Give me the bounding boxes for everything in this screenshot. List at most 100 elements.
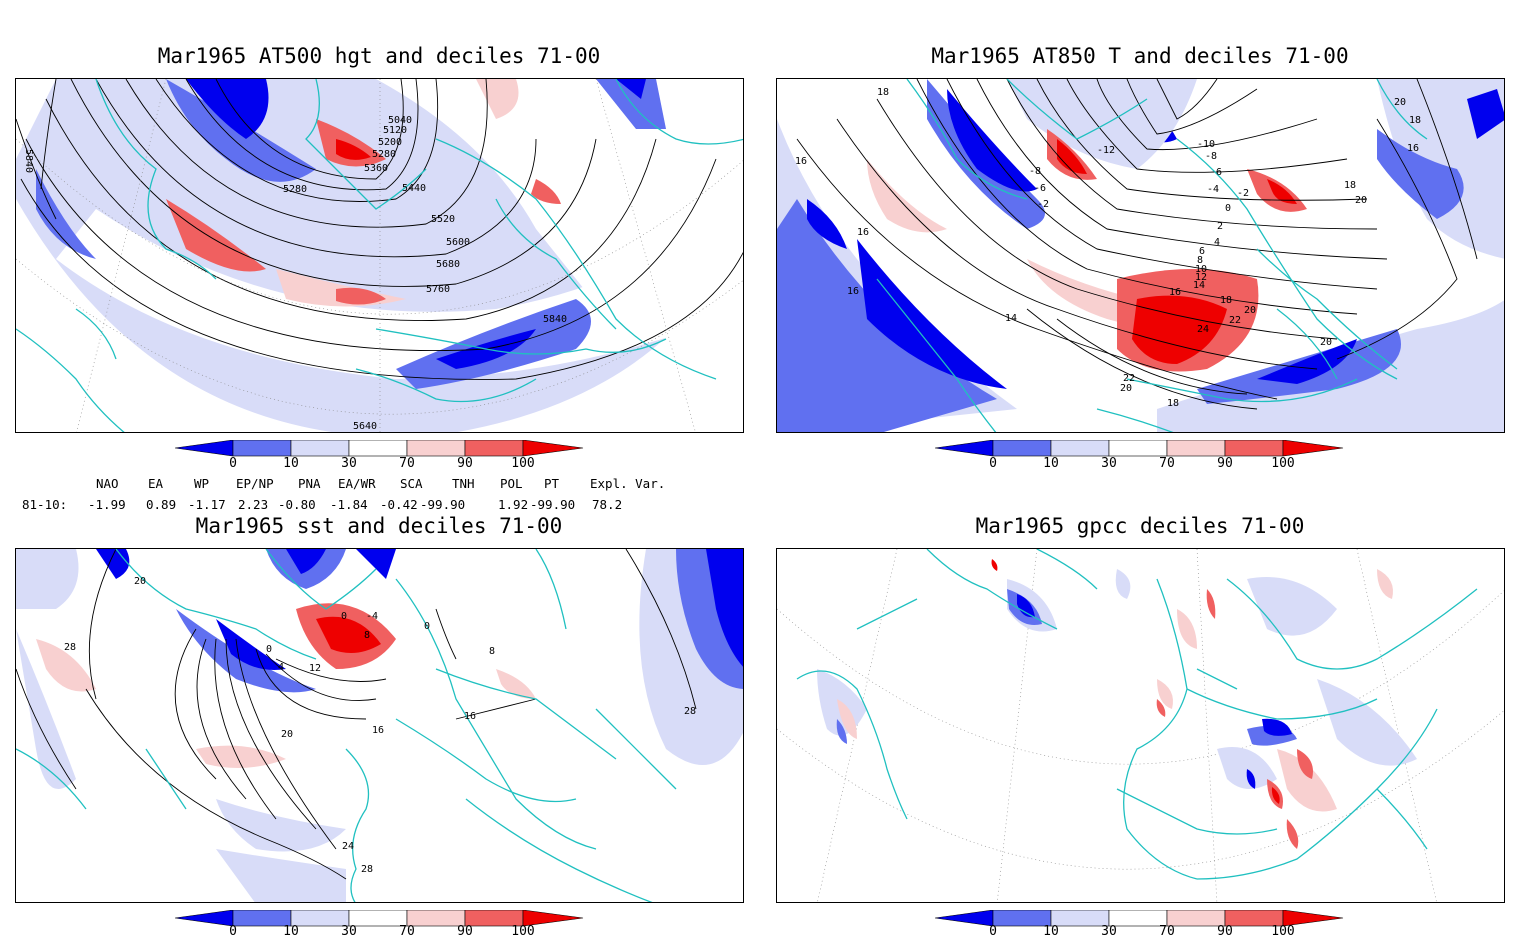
colorbar-label: 100 bbox=[511, 456, 535, 471]
contour-label: -6 bbox=[1210, 167, 1222, 178]
contour-label: 20 bbox=[1244, 305, 1256, 316]
contour-label: 4 bbox=[1214, 237, 1220, 248]
colorbar-label: 70 bbox=[1159, 924, 1175, 939]
index-value: -0.80 bbox=[278, 497, 316, 512]
contour-label: 18 bbox=[877, 87, 889, 98]
contour-label: 28 bbox=[64, 642, 76, 653]
index-value: -1.99 bbox=[88, 497, 126, 512]
map-panel-sst: 28 20 20 16 12 8 4 0 -4 0 16 24 28 28 8 … bbox=[15, 548, 744, 903]
colorbar-label: 10 bbox=[1043, 456, 1059, 471]
colorbar-2: 0 10 30 70 90 100 bbox=[934, 439, 1345, 476]
contour-label: 24 bbox=[342, 841, 354, 852]
contour-label: 20 bbox=[1320, 337, 1332, 348]
index-value: 0.89 bbox=[146, 497, 177, 512]
contour-label: -2 bbox=[1237, 188, 1249, 199]
colorbar-label: 30 bbox=[341, 456, 357, 471]
contour-label: 12 bbox=[309, 663, 321, 674]
contour-label: 8 bbox=[489, 646, 495, 657]
contour-label: 0 bbox=[266, 644, 272, 655]
contour-label: 5280 bbox=[372, 149, 396, 160]
contour-label: 16 bbox=[1169, 287, 1181, 298]
contour-label: 14 bbox=[1005, 313, 1017, 324]
contour-label: 5440 bbox=[402, 183, 426, 194]
contour-label: 6 bbox=[1199, 246, 1205, 257]
contour-label: 16 bbox=[857, 227, 869, 238]
index-header: EA/WR bbox=[338, 476, 376, 491]
contour-label: 28 bbox=[684, 706, 696, 717]
contour-label: 18 bbox=[1220, 295, 1232, 306]
contour-label: 16 bbox=[795, 156, 807, 167]
contour-label: 5040 bbox=[388, 115, 412, 126]
colorbar-label: 0 bbox=[989, 456, 997, 471]
contour-label: 16 bbox=[464, 711, 476, 722]
colorbar-label: 10 bbox=[283, 456, 299, 471]
index-header: EP/NP bbox=[236, 476, 274, 491]
panel-title-4: Mar1965 gpcc deciles 71-00 bbox=[975, 514, 1305, 538]
contour-label: -4 bbox=[1207, 184, 1219, 195]
contour-label: 5840 bbox=[23, 149, 34, 173]
map-panel-hgt500: 5040 5120 5200 5280 5360 5280 5440 5520 … bbox=[15, 78, 744, 433]
colorbar-4: 0 10 30 70 90 100 bbox=[934, 909, 1345, 940]
contour-label: 8 bbox=[1197, 255, 1203, 266]
contour-label: 16 bbox=[1407, 143, 1419, 154]
contour-label: 16 bbox=[372, 725, 384, 736]
contour-label: 4 bbox=[278, 662, 284, 673]
contour-label: 20 bbox=[281, 729, 293, 740]
colorbar-3: 0 10 30 70 90 100 bbox=[174, 909, 585, 940]
index-header: PT bbox=[544, 476, 560, 491]
contour-label: -10 bbox=[1197, 139, 1215, 150]
colorbar-label: 90 bbox=[1217, 924, 1233, 939]
contour-label: 0 bbox=[341, 611, 347, 622]
contour-label: 5640 bbox=[353, 421, 377, 432]
contour-label: 5360 bbox=[364, 163, 388, 174]
index-value: -99.90 bbox=[530, 497, 576, 512]
colorbar-label: 100 bbox=[511, 924, 535, 939]
contour-label: 0 bbox=[424, 621, 430, 632]
colorbar-label: 70 bbox=[399, 924, 415, 939]
contour-label: 5680 bbox=[436, 259, 460, 270]
colorbar-label: 90 bbox=[457, 456, 473, 471]
contour-label: -8 bbox=[1029, 166, 1041, 177]
colorbar-label: 30 bbox=[341, 924, 357, 939]
contour-label: 5520 bbox=[431, 214, 455, 225]
index-value: -1.17 bbox=[188, 497, 226, 512]
colorbar-label: 70 bbox=[1159, 456, 1175, 471]
colorbar-label: 0 bbox=[989, 924, 997, 939]
contour-label: 5760 bbox=[426, 284, 450, 295]
contour-label: 2 bbox=[1217, 221, 1223, 232]
contour-label: -6 bbox=[1034, 183, 1046, 194]
panel-title-3: Mar1965 sst and deciles 71-00 bbox=[195, 514, 563, 538]
contour-label: 8 bbox=[364, 630, 370, 641]
contour-label: 20 bbox=[1394, 97, 1406, 108]
colorbar-label: 90 bbox=[457, 924, 473, 939]
colorbar-label: 70 bbox=[399, 456, 415, 471]
index-value: -99.90 bbox=[420, 497, 466, 512]
index-header: POL bbox=[500, 476, 523, 491]
contour-label: 14 bbox=[1193, 280, 1205, 291]
contour-label: 22 bbox=[1229, 315, 1241, 326]
contour-label: -2 bbox=[1037, 199, 1049, 210]
contour-label: 5280 bbox=[283, 184, 307, 195]
colorbar-label: 90 bbox=[1217, 456, 1233, 471]
index-header: WP bbox=[194, 476, 210, 491]
index-value: 78.2 bbox=[592, 497, 623, 512]
colorbar-label: 10 bbox=[283, 924, 299, 939]
index-header: TNH bbox=[452, 476, 475, 491]
index-value: 2.23 bbox=[238, 497, 269, 512]
colorbar-label: 10 bbox=[1043, 924, 1059, 939]
colorbar-label: 0 bbox=[229, 456, 237, 471]
contour-label: 18 bbox=[1167, 398, 1179, 409]
contour-label: 0 bbox=[1225, 203, 1231, 214]
colorbar-label: 0 bbox=[229, 924, 237, 939]
index-row-label: 81-10: bbox=[22, 497, 68, 512]
contour-label: 5840 bbox=[543, 314, 567, 325]
index-header: Expl. Var. bbox=[590, 476, 666, 491]
contour-label: 20 bbox=[134, 576, 146, 587]
index-header: EA bbox=[148, 476, 164, 491]
contour-label: 16 bbox=[847, 286, 859, 297]
index-value: -0.42 bbox=[380, 497, 418, 512]
index-header: NAO bbox=[96, 476, 119, 491]
colorbar-label: 30 bbox=[1101, 924, 1117, 939]
contour-label: 18 bbox=[1409, 115, 1421, 126]
contour-label: -8 bbox=[1205, 151, 1217, 162]
